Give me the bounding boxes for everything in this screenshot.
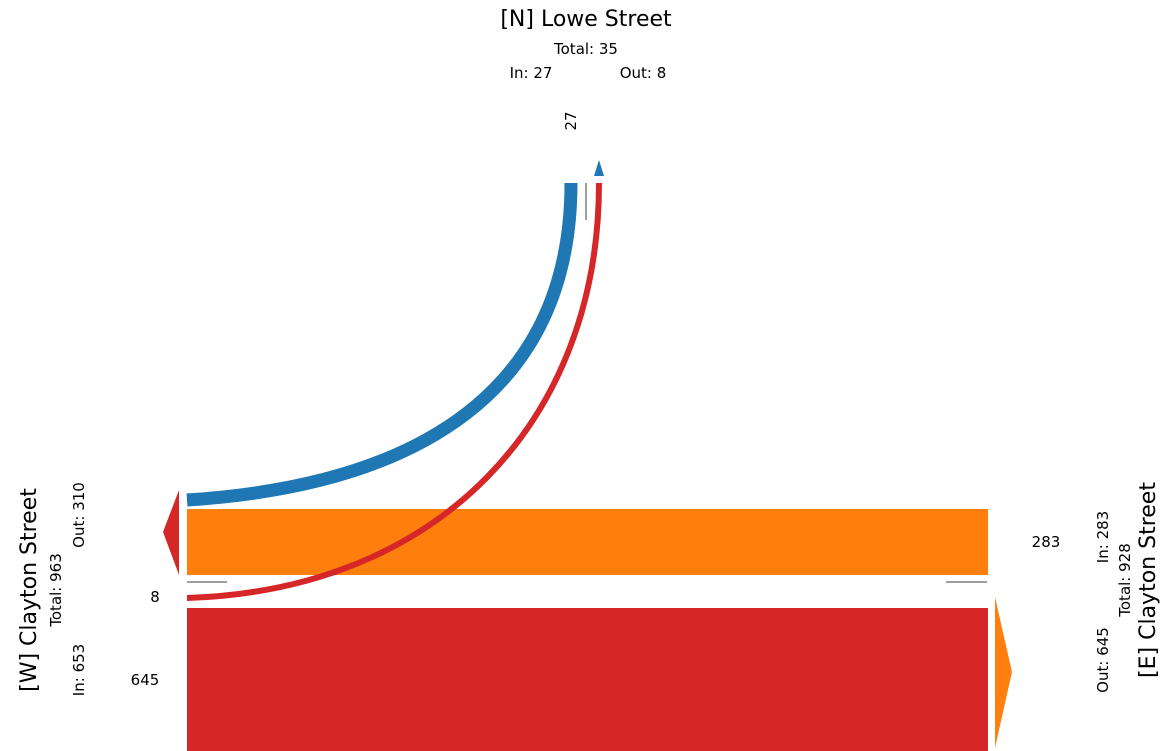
flow-band-w-to-n: [186, 182, 602, 601]
flow-label-w-to-e: 645: [131, 671, 160, 689]
east-title: [E] Clayton Street: [1136, 482, 1161, 678]
flow-label-e-to-w: 283: [1032, 533, 1061, 551]
west-title: [W] Clayton Street: [17, 488, 42, 692]
west-in: In: 653: [70, 644, 88, 696]
flow-band-e-to-w: [187, 509, 988, 575]
east-out: Out: 645: [1094, 627, 1112, 693]
flow-label-n-to-w: 27: [562, 111, 580, 130]
north-out-arrow: [594, 160, 604, 176]
north-total: Total: 35: [553, 40, 618, 58]
flow-band-w-to-e: [187, 608, 988, 751]
north-in: In: 27: [510, 64, 553, 82]
west-out-arrow: [163, 490, 179, 575]
east-out-arrow: [995, 597, 1012, 748]
west-total: Total: 963: [47, 553, 65, 627]
east-total: Total: 928: [1116, 543, 1134, 617]
west-out: Out: 310: [70, 482, 88, 548]
flow-label-w-to-n: 8: [150, 588, 160, 606]
flow-band-n-to-w: [186, 182, 578, 507]
north-out: Out: 8: [620, 64, 667, 82]
east-in: In: 283: [1094, 511, 1112, 563]
north-title: [N] Lowe Street: [500, 7, 672, 32]
